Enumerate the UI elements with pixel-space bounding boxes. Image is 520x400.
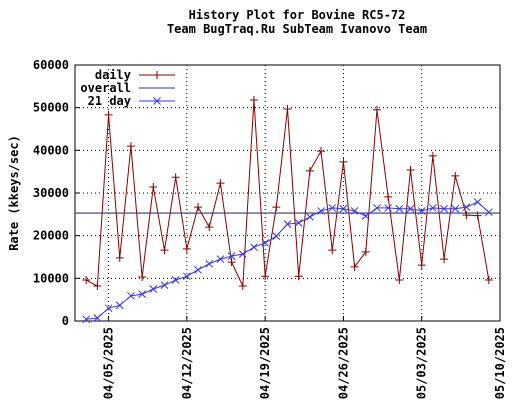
data-point: [350, 262, 359, 271]
data-point: [115, 253, 124, 262]
data-point: [272, 232, 281, 240]
data-point: [306, 213, 314, 221]
data-point: [272, 203, 281, 212]
data-point: [205, 223, 214, 232]
x-tick-label: 04/12/2025: [180, 327, 194, 399]
data-point: [339, 204, 348, 213]
data-point: [160, 281, 169, 290]
data-point: [305, 166, 314, 175]
legend-label: daily: [95, 68, 131, 82]
y-axis-label: Rate (kkeys/sec): [7, 135, 21, 251]
data-point: [317, 147, 326, 156]
y-tick-label: 30000: [33, 186, 69, 200]
data-point: [238, 282, 247, 291]
data-point: [149, 183, 158, 192]
data-point: [261, 239, 269, 247]
data-point: [361, 247, 370, 256]
data-point: [473, 198, 482, 206]
data-point: [104, 304, 113, 313]
data-point: [104, 110, 113, 119]
legend-label: overall: [80, 81, 131, 95]
data-point: [93, 282, 102, 291]
data-point: [294, 272, 303, 281]
data-point: [406, 204, 415, 213]
data-point: [384, 204, 393, 212]
data-point: [171, 173, 180, 182]
data-point: [384, 192, 393, 201]
data-point: [261, 272, 270, 281]
x-tick-label: 04/19/2025: [258, 327, 272, 399]
data-point: [484, 208, 493, 217]
data-point: [93, 314, 102, 322]
data-point: [395, 276, 404, 285]
data-point: [283, 220, 292, 229]
data-point: [328, 246, 337, 255]
data-point: [127, 291, 135, 300]
x-tick-label: 05/03/2025: [415, 327, 429, 399]
data-point: [115, 301, 124, 310]
data-point: [406, 165, 415, 174]
data-point: [429, 204, 437, 212]
data-point: [160, 246, 169, 255]
legend-label: 21 day: [88, 94, 131, 108]
data-point: [417, 207, 426, 215]
data-point: [82, 315, 91, 324]
data-point: [194, 265, 202, 274]
data-point: [361, 212, 370, 220]
data-point: [182, 244, 191, 253]
y-tick-label: 20000: [33, 229, 69, 243]
data-point: [440, 204, 448, 213]
data-point: [216, 179, 225, 188]
y-tick-label: 0: [62, 314, 69, 328]
chart-subtitle: Team BugTraq.Ru SubTeam Ivanovo Team: [167, 22, 427, 36]
x-tick-label: 05/10/2025: [493, 327, 507, 399]
data-point: [451, 171, 460, 180]
data-point: [373, 204, 381, 212]
series-line: [86, 201, 490, 320]
y-tick-label: 50000: [33, 101, 69, 115]
data-point: [395, 204, 404, 213]
legend-marker: [153, 97, 161, 105]
data-point: [328, 204, 337, 212]
data-point: [283, 104, 292, 113]
data-point: [227, 252, 236, 261]
data-point: [250, 243, 258, 252]
data-point: [194, 203, 203, 212]
data-point: [138, 273, 147, 282]
x-tick-label: 04/26/2025: [336, 327, 350, 399]
data-point: [149, 285, 158, 293]
data-point: [249, 95, 258, 104]
data-point: [428, 151, 437, 160]
data-point: [82, 276, 91, 285]
data-point: [462, 211, 471, 220]
data-point: [182, 272, 191, 281]
data-point: [294, 219, 303, 227]
data-point: [440, 255, 449, 264]
legend-marker: [153, 71, 161, 79]
y-tick-label: 10000: [33, 271, 69, 285]
data-point: [462, 203, 471, 211]
data-point: [138, 290, 146, 298]
chart-title: History Plot for Bovine RC5-72: [189, 8, 406, 22]
data-point: [484, 276, 493, 285]
data-point: [372, 105, 381, 114]
x-tick-label: 04/05/2025: [102, 327, 116, 399]
data-point: [126, 142, 135, 151]
data-point: [227, 258, 236, 267]
data-point: [350, 207, 359, 215]
data-point: [339, 157, 348, 166]
data-point: [417, 261, 426, 270]
data-point: [451, 204, 460, 213]
plot-frame: [74, 64, 501, 322]
data-point: [238, 250, 247, 258]
y-tick-label: 40000: [33, 143, 69, 157]
data-point: [205, 259, 214, 268]
y-tick-label: 60000: [33, 58, 69, 72]
data-point: [171, 276, 180, 284]
data-point: [216, 255, 225, 263]
data-point: [317, 207, 325, 215]
